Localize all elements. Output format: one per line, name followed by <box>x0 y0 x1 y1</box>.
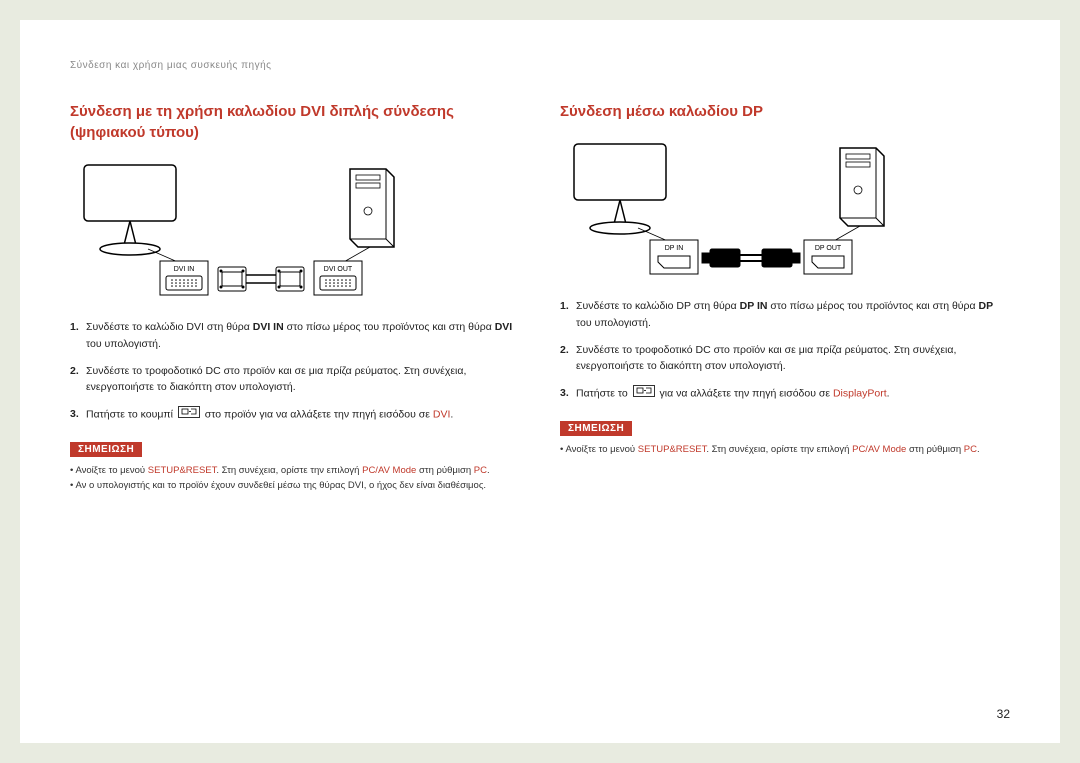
svg-text:DP OUT: DP OUT <box>815 245 842 252</box>
left-step-2: 2. Συνδέστε το τροφοδοτικό DC στο προϊόν… <box>70 363 520 397</box>
right-note-label: ΣΗΜΕΙΩΣΗ <box>560 421 632 436</box>
svg-text:DVI OUT: DVI OUT <box>324 266 353 273</box>
left-diagram: DVI IN DVI OUT <box>70 161 520 301</box>
svg-text:DP IN: DP IN <box>665 245 684 252</box>
page-number: 32 <box>997 707 1010 721</box>
right-step-3: 3. Πατήστε το για να αλλάξετε την πηγή ε… <box>560 385 1010 403</box>
left-note-label: ΣΗΜΕΙΩΣΗ <box>70 442 142 457</box>
left-title: Σύνδεση με τη χρήση καλωδίου DVI διπλής … <box>70 101 520 143</box>
right-step-1: 1. Συνδέστε το καλώδιο DP στη θύρα DP IN… <box>560 298 1010 332</box>
left-column: Σύνδεση με τη χρήση καλωδίου DVI διπλής … <box>70 101 520 493</box>
manual-page: Σύνδεση και χρήση μιας συσκευής πηγής Σύ… <box>20 20 1060 743</box>
right-notes: Ανοίξτε το μενού SETUP&RESET. Στη συνέχε… <box>560 442 1010 457</box>
left-note-1: Ανοίξτε το μενού SETUP&RESET. Στη συνέχε… <box>70 463 520 478</box>
left-step-3: 3. Πατήστε το κουμπί στο προϊόν για να α… <box>70 406 520 424</box>
source-button-icon <box>633 385 655 403</box>
right-steps: 1. Συνδέστε το καλώδιο DP στη θύρα DP IN… <box>560 298 1010 403</box>
left-notes: Ανοίξτε το μενού SETUP&RESET. Στη συνέχε… <box>70 463 520 493</box>
right-column: Σύνδεση μέσω καλωδίου DP <box>560 101 1010 493</box>
left-step-1: 1. Συνδέστε το καλώδιο DVI στη θύρα DVI … <box>70 319 520 353</box>
right-note-1: Ανοίξτε το μενού SETUP&RESET. Στη συνέχε… <box>560 442 1010 457</box>
right-step-2: 2. Συνδέστε το τροφοδοτικό DC στο προϊόν… <box>560 342 1010 376</box>
right-title: Σύνδεση μέσω καλωδίου DP <box>560 101 1010 122</box>
left-note-2: Αν ο υπολογιστής και το προϊόν έχουν συν… <box>70 478 520 493</box>
dvi-in-label: DVI IN <box>174 266 195 273</box>
header-breadcrumb: Σύνδεση και χρήση μιας συσκευής πηγής <box>70 60 1010 71</box>
left-steps: 1. Συνδέστε το καλώδιο DVI στη θύρα DVI … <box>70 319 520 424</box>
source-button-icon <box>178 406 200 424</box>
right-diagram: DP IN DP OUT <box>560 140 1010 280</box>
content-columns: Σύνδεση με τη χρήση καλωδίου DVI διπλής … <box>70 101 1010 493</box>
